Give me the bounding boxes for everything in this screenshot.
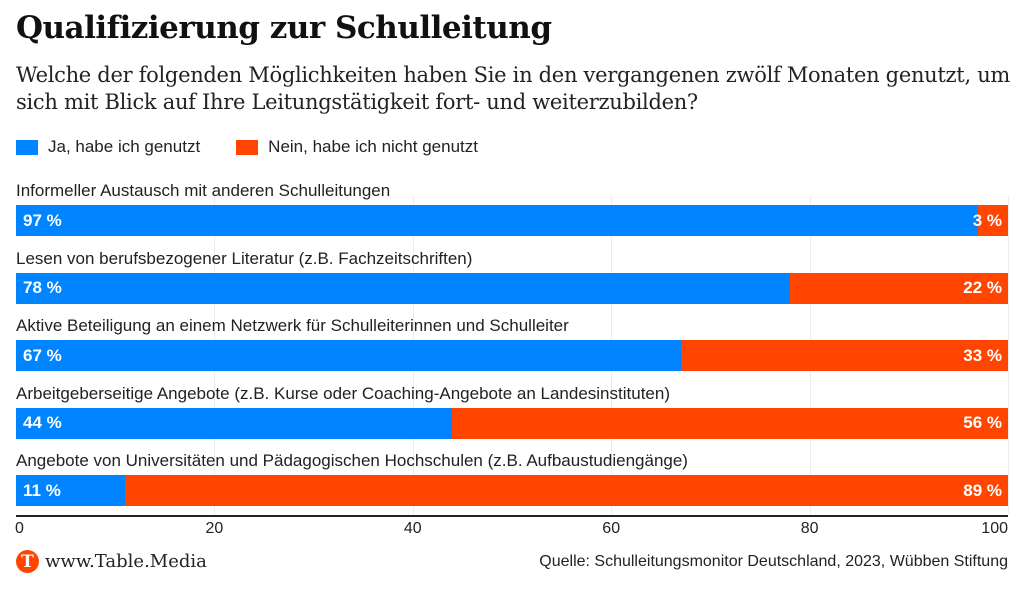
bar-yes: 97 %	[16, 205, 979, 236]
table-media-logo-icon: T	[16, 550, 39, 573]
legend-item-yes: Ja, habe ich genutzt	[16, 137, 200, 157]
data-label: 78 %	[23, 278, 62, 297]
category-label: Angebote von Universitäten und Pädagogis…	[16, 451, 688, 470]
data-label: 11 %	[23, 480, 61, 500]
category-label: Lesen von berufsbezogener Literatur (z.B…	[16, 248, 473, 268]
x-tick-label: 0	[15, 520, 24, 537]
bar-no: 56 %	[452, 407, 1008, 439]
category-label: Aktive Beteiligung an einem Netzwerk für…	[16, 316, 569, 335]
bar-yes: 11 %	[16, 475, 126, 506]
data-label: 22 %	[963, 278, 1002, 297]
bar-row: 67 % 33 %	[16, 340, 1008, 371]
bar-yes: 44 %	[16, 407, 453, 439]
data-label: 67 %	[23, 345, 62, 365]
x-tick-label: 40	[403, 520, 422, 537]
bar-no: 33 %	[680, 340, 1008, 371]
bar-yes: 78 %	[16, 272, 790, 304]
bar-no: 89 %	[125, 475, 1008, 506]
legend-label-no: Nein, habe ich nicht genutzt	[268, 137, 478, 156]
category-label: Arbeitgeberseitige Angebote (z.B. Kurse …	[16, 383, 670, 403]
bar-yes: 67 %	[16, 340, 681, 371]
brand-url: www.Table.Media	[45, 551, 207, 572]
legend-swatch-yes	[16, 139, 38, 155]
category-label: Informeller Austausch mit anderen Schull…	[16, 181, 391, 200]
chart-title: Qualifizierung zur Schulleitung	[16, 10, 552, 46]
data-label: 89 %	[963, 480, 1002, 500]
x-axis-line	[16, 515, 1008, 517]
x-tick-label: 60	[602, 520, 621, 537]
brand-logo: T www.Table.Media	[16, 550, 207, 573]
bar-row: 11 % 89 %	[16, 475, 1008, 506]
bar-no: 3 %	[973, 205, 1008, 236]
bar-row: 78 % 22 %	[16, 272, 1008, 304]
legend-item-no: Nein, habe ich nicht genutzt	[236, 137, 478, 157]
data-label: 3 %	[972, 210, 1002, 230]
bar-no: 22 %	[789, 272, 1008, 304]
data-label: 56 %	[963, 413, 1002, 432]
chart-subtitle: Welche der folgenden Möglichkeiten haben…	[16, 63, 1011, 114]
x-tick-label: 20	[205, 520, 224, 537]
bar-row: 97 % 3 %	[16, 205, 1008, 236]
x-tick-label: 100	[981, 520, 1008, 537]
data-label: 44 %	[23, 413, 62, 432]
gridline	[1008, 196, 1009, 514]
x-tick-label: 80	[800, 520, 819, 537]
legend-label-yes: Ja, habe ich genutzt	[48, 137, 201, 156]
legend-swatch-no	[236, 139, 259, 155]
legend: Ja, habe ich genutzt Nein, habe ich nich…	[16, 137, 514, 157]
data-label: 97 %	[23, 210, 62, 230]
data-label: 33 %	[963, 345, 1002, 365]
source-note: Quelle: Schulleitungsmonitor Deutschland…	[539, 553, 1008, 570]
bar-row: 44 % 56 %	[16, 407, 1008, 439]
